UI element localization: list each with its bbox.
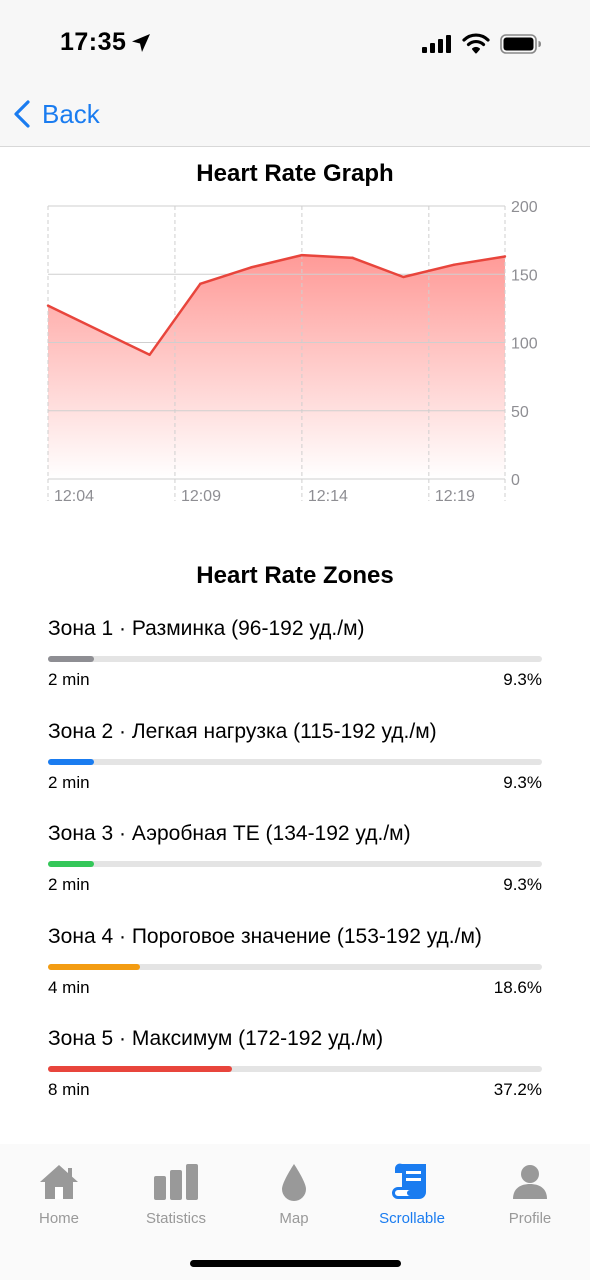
heart-rate-point — [148, 353, 151, 356]
person-icon — [513, 1165, 547, 1199]
scroll-icon — [392, 1163, 426, 1199]
bar-chart-icon — [154, 1164, 198, 1200]
drop-icon — [282, 1164, 306, 1201]
y-tick-label: 0 — [511, 472, 520, 489]
wifi-icon — [462, 33, 490, 54]
y-tick-label: 150 — [511, 267, 538, 284]
zone-percent: 9.3% — [503, 875, 542, 894]
zone-percent: 37.2% — [493, 1080, 542, 1099]
tab-profile-label: Profile — [508, 1210, 552, 1227]
zone-label: Зона 2 · Легкая нагрузка (115-192 уд./м) — [48, 720, 437, 743]
battery-icon — [500, 34, 541, 54]
chevron-left-icon — [14, 100, 30, 128]
heart-rate-point — [46, 304, 50, 307]
x-tick-label: 12:04 — [54, 488, 94, 505]
zone-percent: 9.3% — [503, 773, 542, 792]
zone-time: 2 min — [48, 875, 90, 894]
back-button[interactable]: Back — [12, 96, 100, 132]
tab-home[interactable]: Home — [4, 1162, 114, 1227]
tab-scrollable[interactable]: Scrollable — [357, 1162, 467, 1227]
heart-rate-chart: 0 50 100 150 200 12:04 12:09 12:14 12:19 — [46, 199, 538, 505]
back-label: Back — [42, 98, 100, 129]
status-bar: 17:35 — [0, 0, 590, 84]
zone-label: Зона 3 · Аэробная ТЕ (134-192 уд./м) — [48, 822, 411, 845]
heart-rate-point — [402, 275, 405, 279]
tab-statistics[interactable]: Statistics — [121, 1162, 231, 1227]
zone-progress-track — [48, 656, 542, 662]
zone-progress-track — [48, 861, 542, 867]
y-tick-label: 200 — [511, 199, 538, 216]
zone-row: Зона 3 · Аэробная ТЕ (134-192 уд./м) 2 mi… — [48, 821, 542, 894]
zone-time: 8 min — [48, 1080, 90, 1099]
zone-progress-fill — [48, 964, 140, 970]
tab-profile[interactable]: Profile — [475, 1162, 585, 1227]
x-tick-label: 12:14 — [308, 488, 348, 505]
heart-rate-point — [503, 255, 507, 258]
y-tick-label: 50 — [511, 404, 529, 421]
zone-percent: 18.6% — [493, 978, 542, 997]
tab-scrollable-label: Scrollable — [379, 1210, 445, 1227]
zone-label: Зона 5 · Максимум (172-192 уд./м) — [48, 1027, 384, 1050]
graph-title: Heart Rate Graph — [196, 160, 394, 187]
heart-rate-point — [300, 253, 304, 257]
tab-home-label: Home — [38, 1210, 79, 1227]
zone-row: Зона 2 · Легкая нагрузка (115-192 уд./м)… — [48, 719, 542, 792]
heart-rate-area — [48, 255, 505, 479]
y-tick-label: 100 — [511, 336, 538, 353]
zone-progress-fill — [48, 861, 94, 867]
heart-rate-point — [453, 263, 456, 266]
home-indicator — [190, 1260, 401, 1267]
tab-map-label: Map — [279, 1210, 309, 1227]
zone-progress-fill — [48, 759, 94, 765]
zone-progress-track — [48, 1066, 542, 1072]
signal-bars-icon — [422, 35, 451, 53]
heart-rate-point — [249, 266, 253, 269]
tab-bar: Home Statistics Map Scrollable Profile — [0, 1144, 590, 1280]
status-time: 17:35 — [60, 28, 127, 56]
x-tick-label: 12:19 — [435, 488, 475, 505]
zone-percent: 9.3% — [503, 670, 542, 689]
house-icon — [40, 1165, 78, 1199]
zone-time: 2 min — [48, 773, 90, 792]
x-tick-label: 12:09 — [181, 488, 221, 505]
zone-progress-fill — [48, 1066, 232, 1072]
zone-progress-track — [48, 759, 542, 765]
tab-statistics-label: Statistics — [145, 1210, 206, 1227]
zone-row: Зона 5 · Максимум (172-192 уд./м) 8 min 37… — [48, 1026, 542, 1099]
zone-label: Зона 4 · Пороговое значение (153-192 уд.… — [48, 925, 482, 948]
zone-progress-track — [48, 964, 542, 970]
heart-rate-point — [199, 282, 202, 286]
location-arrow-icon — [132, 34, 150, 52]
heart-rate-point — [351, 256, 354, 260]
zone-row: Зона 4 · Пороговое значение (153-192 уд.… — [48, 924, 542, 997]
zone-time: 2 min — [48, 670, 90, 689]
zone-label: Зона 1 · Разминка (96-192 уд./м) — [48, 617, 365, 640]
tab-map[interactable]: Map — [239, 1162, 349, 1227]
zones-title: Heart Rate Zones — [196, 562, 394, 589]
zone-time: 4 min — [48, 978, 90, 997]
zone-row: Зона 1 · Разминка (96-192 уд./м) 2 min 9.3… — [48, 616, 542, 689]
navigation-bar: Back — [0, 84, 590, 147]
zone-progress-fill — [48, 656, 94, 662]
